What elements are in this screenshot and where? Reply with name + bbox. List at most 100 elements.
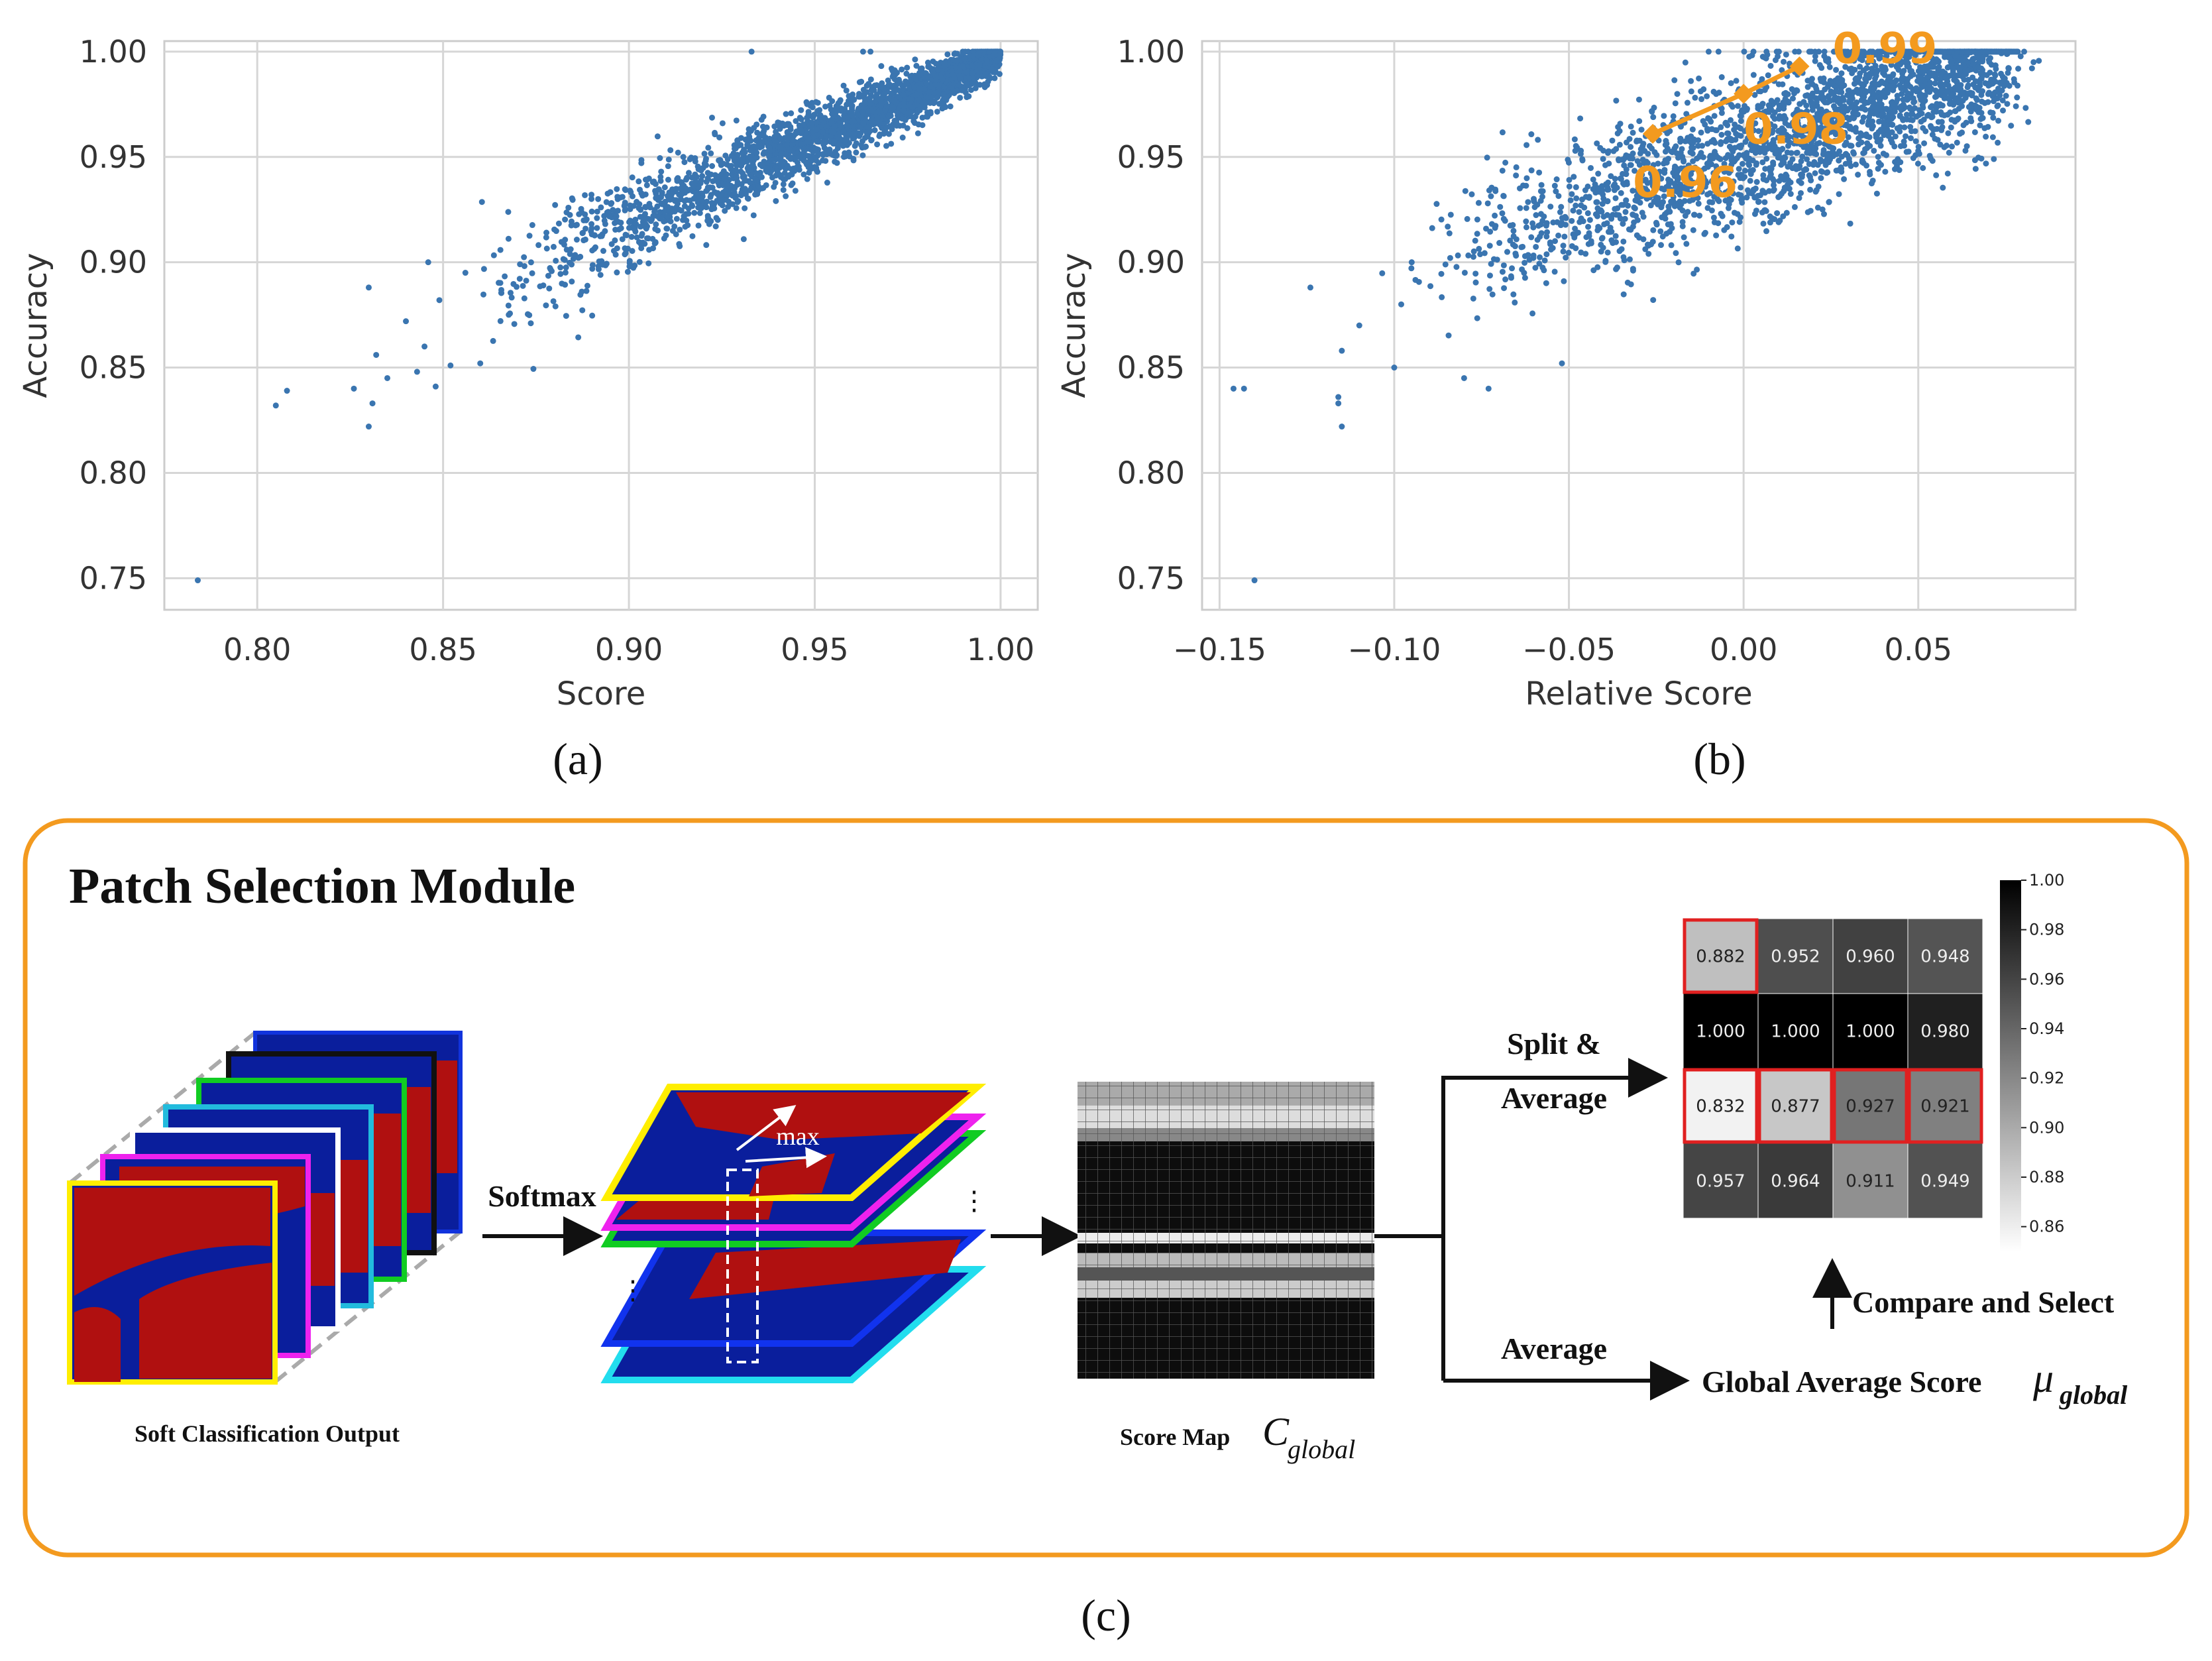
scatter-point [815,160,822,166]
scatter-point [1716,89,1722,96]
scatter-point [885,131,892,137]
scatter-point [1607,229,1614,235]
scatter-point [867,128,873,135]
scatter-point [850,113,856,119]
scatter-point [964,94,970,101]
scatter-point [1833,66,1840,73]
scatter-point [769,174,776,181]
scatter-point [942,95,948,102]
scatter-point [1726,143,1733,150]
scatter-point [856,79,863,86]
scatter-point [1799,153,1806,160]
scatter-point [1445,332,1452,339]
scatter-point [709,184,716,191]
scatter-point [663,232,669,239]
scatter-point [1901,124,1908,131]
scatter-point [836,141,842,147]
scatter-point [755,183,762,190]
scatter-point [695,183,702,190]
scatter-point [1534,201,1541,208]
scatter-point [1891,143,1898,150]
scatter-point [1844,91,1851,98]
grid-b [1202,41,2075,610]
scatter-point [899,66,905,73]
scatter-point [1613,211,1620,218]
scatter-point [613,213,620,219]
scatter-point [734,199,741,205]
scatter-point [1882,168,1889,175]
scatter-point [284,388,290,394]
scatter-point [1762,166,1769,172]
scatter-point [550,243,557,250]
scatter-point [1976,80,1983,86]
scatter-point [1614,184,1620,191]
scatter-point [771,184,777,190]
scatter-point [763,182,769,188]
x-tick-label: 0.90 [595,632,663,667]
scatter-point [1665,203,1672,210]
scatter-point [701,150,708,157]
scatter-point [1647,202,1654,209]
scatter-point [1631,204,1637,211]
scatter-point [1590,176,1596,183]
scatter-point [740,236,747,243]
scatter-point [1593,199,1600,205]
scatter-point [1779,81,1786,87]
scatter-point [665,176,671,183]
scatter-point [665,203,671,210]
scatter-point [1453,264,1460,270]
scatter-point [752,192,759,198]
scatter-point [935,89,942,95]
scatter-point [783,193,789,200]
scatter-point [618,225,624,231]
scatter-point [1658,242,1665,249]
scatter-point [984,59,991,66]
scatter-point [642,203,649,210]
scatter-point [840,128,847,135]
scatter-point [1962,95,1969,101]
scatter-point [1728,233,1735,240]
scatter-point [1508,273,1514,280]
scatter-point [951,74,958,81]
scatter-point [447,362,454,369]
scatter-point [1749,190,1755,197]
scatter-point [1869,125,1875,132]
scatter-point [1464,215,1470,222]
scatter-point [712,172,718,178]
scatter-point [1903,148,1910,155]
scatter-point [922,70,929,76]
scatter-point [829,98,836,105]
scatter-point [1946,101,1953,107]
scatter-point [856,133,863,139]
scatter-point [814,99,821,106]
scatter-point [496,280,502,286]
scatter-point [1853,99,1860,106]
scatter-point [827,150,834,157]
scatter-point [1698,96,1705,103]
scatter-point [716,134,723,141]
scatter-point [622,205,629,212]
scatter-point [1630,129,1636,136]
scatter-point [746,136,753,143]
scatter-point [1979,67,1986,74]
scatter-point [1662,148,1669,155]
scatter-point [369,400,376,407]
scatter-point [867,76,874,83]
scatter-point [788,154,795,161]
scatter-point [722,152,729,159]
scatter-point [850,157,857,164]
scatter-point [1769,176,1776,182]
scatter-point [1722,138,1729,144]
scatter-point [1586,217,1593,223]
scatter-point [1780,213,1787,219]
scatter-point [1630,188,1636,194]
scatter-point [719,202,726,209]
scatter-point [667,147,674,154]
scatter-point [1786,186,1793,192]
scatter-point [740,174,746,180]
scatter-point [725,203,732,210]
scatter-point [1685,162,1692,169]
scatter-point [1468,191,1475,198]
scatter-point [758,174,765,180]
scatter-point [1596,225,1603,231]
